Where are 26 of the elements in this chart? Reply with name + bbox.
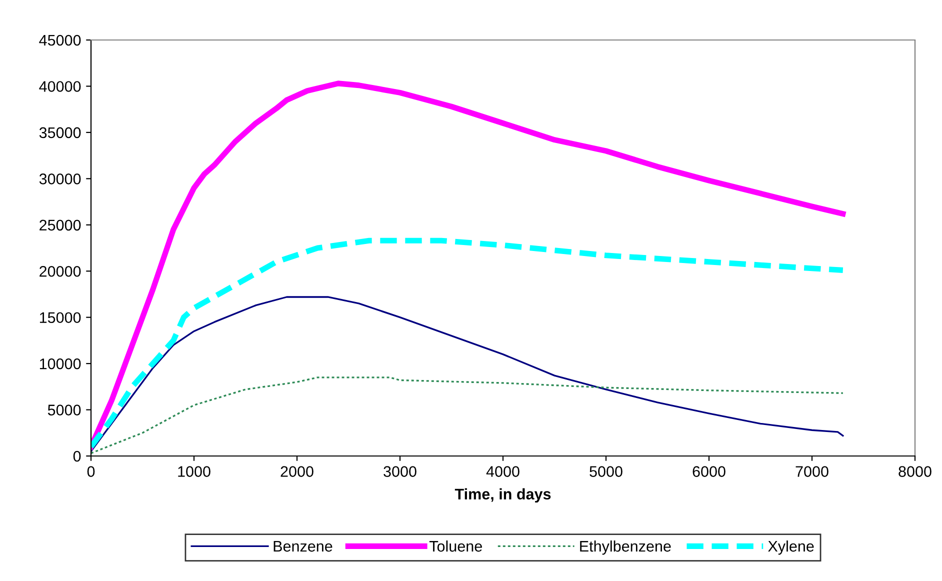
y-tick-label: 0 (73, 450, 81, 462)
y-tick-label: 10000 (40, 358, 81, 370)
y-tick-label: 35000 (39, 127, 81, 138)
x-tick-label: 2000 (280, 466, 314, 477)
x-axis-title: Time, in days (454, 488, 551, 503)
legend-label: Ethylbenzene (580, 540, 671, 555)
legend-label: Toluene (429, 540, 482, 552)
y-tick-label: 15000 (40, 312, 81, 324)
x-tick-label: 1000 (178, 466, 210, 477)
x-tick-label: 4000 (486, 466, 520, 477)
x-tick-label: 5000 (590, 466, 622, 477)
x-tick-label: 0 (87, 466, 95, 477)
y-tick-label: 5000 (48, 404, 81, 416)
y-tick-label: 40000 (39, 81, 81, 92)
legend-label: Benzene (274, 541, 332, 552)
x-tick-label: 6000 (692, 466, 726, 477)
line-series (91, 296, 844, 452)
y-tick-label: 25000 (40, 220, 81, 231)
y-tick-label: 45000 (39, 34, 81, 46)
legend-label: Xylene (768, 540, 814, 555)
x-tick-label: 8000 (898, 466, 932, 477)
y-tick-label: 20000 (40, 266, 81, 277)
x-tick-label: 7000 (796, 466, 828, 477)
y-tick-label: 30000 (39, 174, 81, 184)
line-series (91, 376, 844, 454)
x-tick-label: 3000 (384, 466, 416, 477)
